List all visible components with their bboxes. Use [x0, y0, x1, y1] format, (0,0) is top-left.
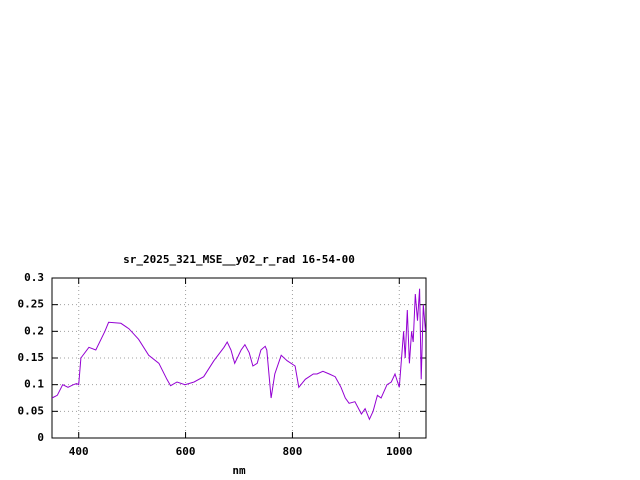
x-axis-label: nm	[232, 464, 246, 477]
x-tick-label: 800	[282, 445, 302, 458]
y-tick-label: 0.05	[18, 404, 45, 417]
x-tick-label: 400	[69, 445, 89, 458]
y-tick-label: 0.25	[18, 298, 45, 311]
x-tick-label: 1000	[386, 445, 413, 458]
y-tick-label: 0.3	[24, 271, 44, 284]
y-tick-label: 0.1	[24, 378, 44, 391]
y-tick-label: 0.2	[24, 324, 44, 337]
plot-frame	[51, 277, 427, 439]
chart-title: sr_2025_321_MSE__y02_r_rad 16-54-00	[123, 253, 355, 266]
data-line	[51, 288, 426, 421]
y-tick-label: 0	[37, 431, 44, 444]
x-tick-label: 600	[176, 445, 196, 458]
y-tick-label: 0.15	[18, 351, 45, 364]
